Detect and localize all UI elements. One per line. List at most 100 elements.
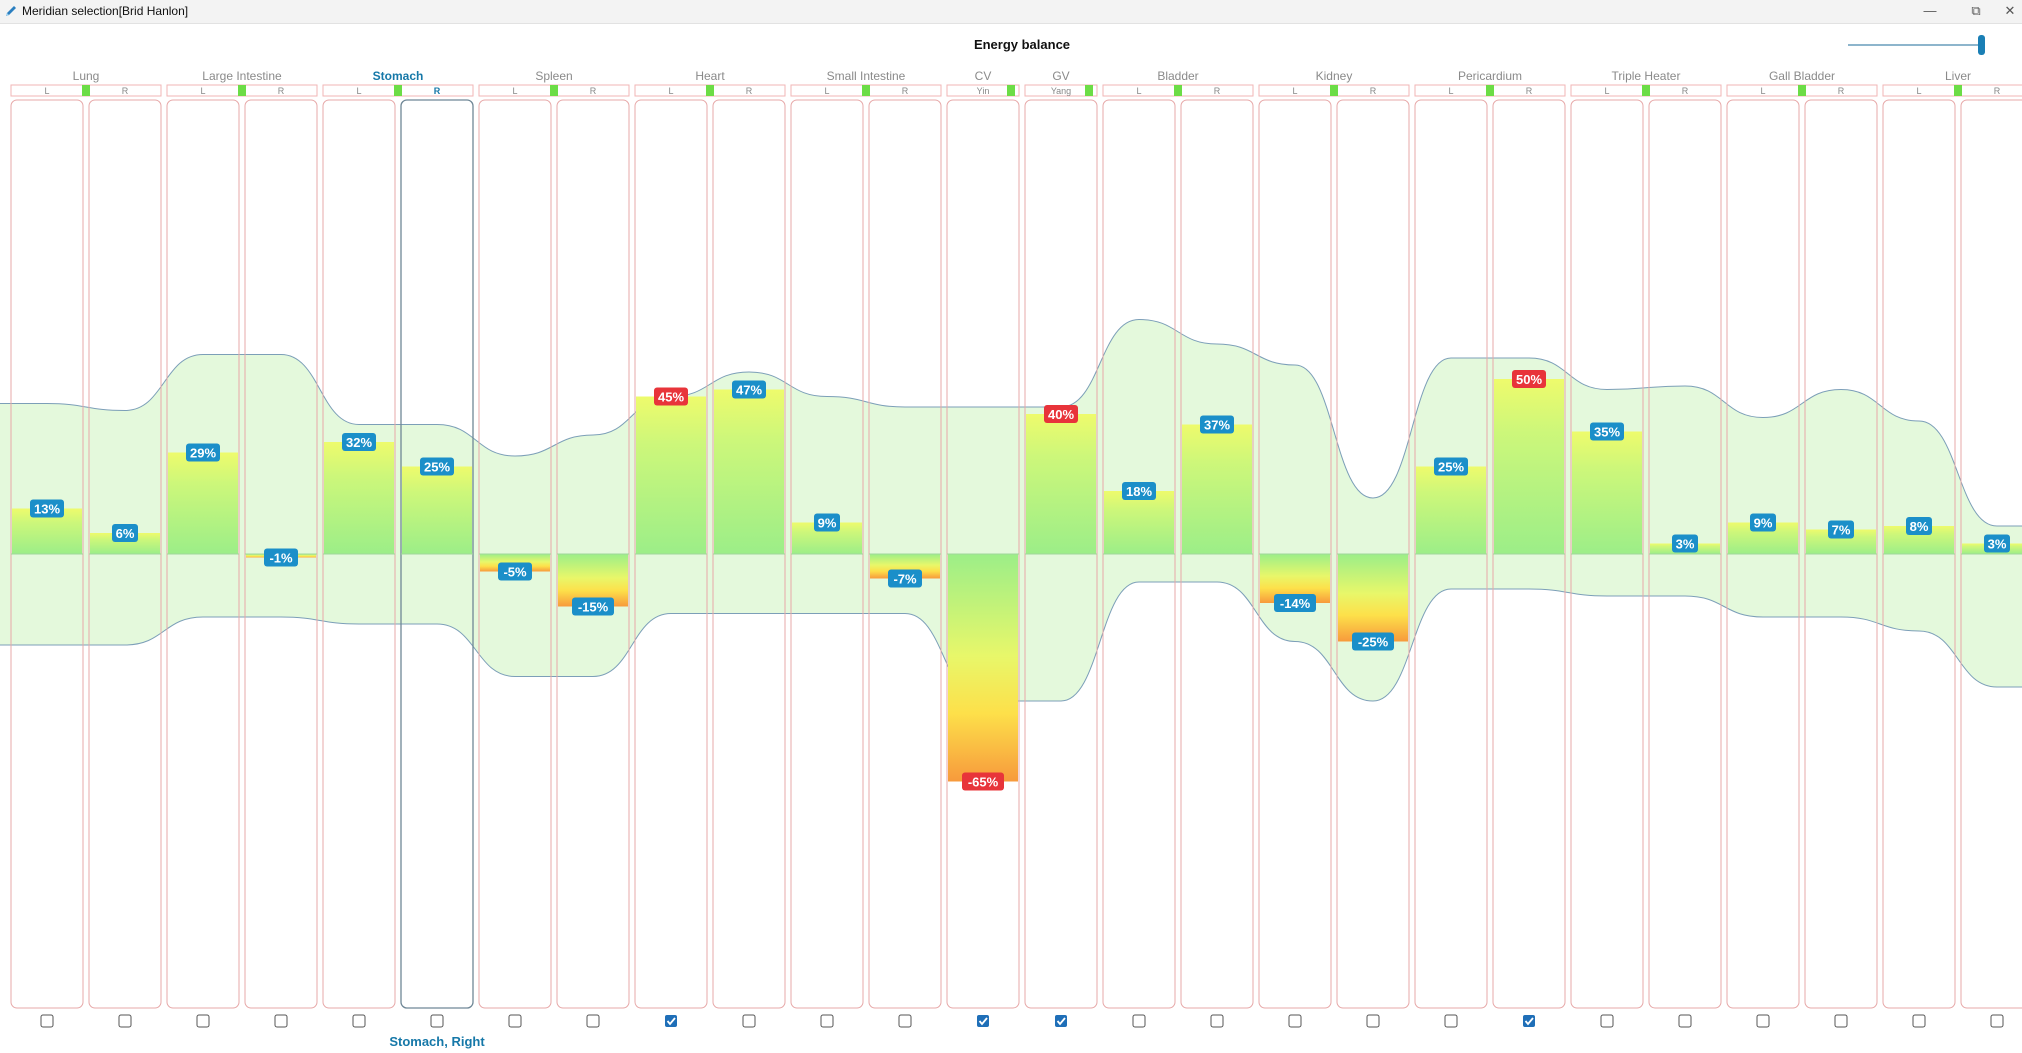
value-text: -15%: [578, 600, 609, 615]
meridian-checkbox-bladder-l[interactable]: [1132, 1014, 1146, 1028]
meridian-checkbox-large-intestine-r[interactable]: [274, 1014, 288, 1028]
meridian-name-small-intestine[interactable]: Small Intestine: [827, 69, 906, 83]
meridian-checkbox-gall-bladder-r[interactable]: [1834, 1014, 1848, 1028]
value-label-triple-heater-r: 3%: [1672, 534, 1698, 553]
value-label-bladder-l: 18%: [1122, 482, 1156, 500]
energy-bar-lung-r: [90, 533, 160, 554]
minimize-button[interactable]: —: [1923, 3, 1937, 18]
meridian-name-cv[interactable]: CV: [975, 69, 992, 83]
meridian-checkbox-heart-l[interactable]: [665, 1015, 677, 1027]
meridian-checkbox-large-intestine-l[interactable]: [196, 1014, 210, 1028]
balance-indicator: [706, 85, 714, 96]
meridian-checkbox-cv-yin[interactable]: [977, 1015, 989, 1027]
value-text: 35%: [1594, 425, 1620, 440]
value-label-heart-l: 45%: [654, 387, 688, 406]
value-label-small-intestine-r: -7%: [888, 569, 922, 588]
meridian-name-bladder[interactable]: Bladder: [1157, 69, 1198, 83]
meridian-name-spleen[interactable]: Spleen: [535, 69, 572, 83]
value-text: 3%: [1676, 537, 1695, 552]
side-label: L: [1604, 86, 1609, 96]
balance-indicator: [1798, 85, 1806, 96]
value-label-liver-r: 3%: [1984, 534, 2010, 553]
meridian-name-liver[interactable]: Liver: [1945, 69, 1971, 83]
meridian-checkbox-lung-r[interactable]: [118, 1014, 132, 1028]
side-label: R: [1682, 86, 1689, 96]
balance-indicator: [1330, 85, 1338, 96]
side-label: R: [434, 86, 441, 96]
restore-button[interactable]: ⧉: [1971, 3, 1981, 18]
meridian-checkbox-lung-l[interactable]: [40, 1014, 54, 1028]
meridian-name-lung[interactable]: Lung: [73, 69, 100, 83]
meridian-name-kidney[interactable]: Kidney: [1316, 69, 1353, 83]
value-label-large-intestine-r: -1%: [264, 548, 298, 567]
meridian-checkbox-spleen-l[interactable]: [508, 1014, 522, 1028]
balance-indicator: [1007, 85, 1015, 96]
meridian-name-large-intestine[interactable]: Large Intestine: [202, 69, 282, 83]
meridian-checkbox-pericardium-r[interactable]: [1523, 1015, 1535, 1027]
meridian-name-heart[interactable]: Heart: [695, 69, 725, 83]
side-label: L: [1448, 86, 1453, 96]
side-label: L: [356, 86, 361, 96]
meridian-checkbox-small-intestine-l[interactable]: [820, 1014, 834, 1028]
value-text: 37%: [1204, 418, 1230, 433]
meridian-checkbox-triple-heater-r[interactable]: [1678, 1014, 1692, 1028]
meridian-checkbox-spleen-r[interactable]: [586, 1014, 600, 1028]
balance-header-liver: [1882, 84, 2022, 97]
balance-indicator: [1486, 85, 1494, 96]
balance-indicator: [1085, 85, 1093, 96]
side-label: R: [122, 86, 129, 96]
side-label: R: [902, 86, 909, 96]
value-label-gall-bladder-r: 7%: [1828, 520, 1854, 539]
side-label: L: [1136, 86, 1141, 96]
value-text: 47%: [736, 383, 762, 398]
meridian-name-gv[interactable]: GV: [1052, 69, 1069, 83]
pen-icon: [6, 6, 16, 16]
balance-indicator: [238, 85, 246, 96]
chart-title: Energy balance: [973, 37, 1071, 52]
meridian-checkbox-triple-heater-l[interactable]: [1600, 1014, 1614, 1028]
meridian-checkbox-small-intestine-r[interactable]: [898, 1014, 912, 1028]
meridian-checkbox-liver-l[interactable]: [1912, 1014, 1926, 1028]
meridian-checkbox-bladder-r[interactable]: [1210, 1014, 1224, 1028]
meridian-checkbox-liver-r[interactable]: [1990, 1014, 2004, 1028]
meridian-checkbox-kidney-l[interactable]: [1288, 1014, 1302, 1028]
value-text: 7%: [1832, 523, 1851, 538]
value-label-triple-heater-l: 35%: [1590, 422, 1624, 441]
meridian-name-pericardium[interactable]: Pericardium: [1458, 69, 1522, 83]
meridian-name-triple-heater[interactable]: Triple Heater: [1612, 69, 1681, 83]
side-label: R: [278, 86, 285, 96]
meridian-checkbox-stomach-l[interactable]: [352, 1014, 366, 1028]
energy-bar-triple-heater-l: [1572, 431, 1642, 554]
value-label-gall-bladder-l: 9%: [1750, 513, 1776, 532]
meridian-checkbox-pericardium-l[interactable]: [1444, 1014, 1458, 1028]
value-text: -25%: [1358, 635, 1389, 650]
value-text: 25%: [424, 460, 450, 475]
value-label-lung-l: 13%: [30, 499, 64, 518]
value-text: 45%: [658, 390, 684, 405]
side-label: R: [746, 86, 753, 96]
meridian-checkbox-kidney-r[interactable]: [1366, 1014, 1380, 1028]
value-label-kidney-r: -25%: [1352, 632, 1394, 651]
meridian-checkbox-gall-bladder-l[interactable]: [1756, 1014, 1770, 1028]
value-text: 3%: [1988, 537, 2007, 552]
value-label-lung-r: 6%: [112, 524, 138, 542]
value-text: 6%: [116, 526, 135, 541]
value-text: -65%: [968, 775, 999, 790]
meridian-name-gall-bladder[interactable]: Gall Bladder: [1769, 69, 1835, 83]
balance-indicator: [1642, 85, 1650, 96]
zoom-slider[interactable]: [1848, 44, 1982, 46]
close-button[interactable]: ✕: [2004, 3, 2016, 18]
value-text: 8%: [1910, 519, 1929, 534]
balance-header-gv: [1024, 84, 1098, 97]
balance-indicator: [1954, 85, 1962, 96]
balance-indicator: [862, 85, 870, 96]
meridian-checkbox-heart-r[interactable]: [742, 1014, 756, 1028]
zoom-slider-thumb[interactable]: [1978, 35, 1985, 55]
value-text: 18%: [1126, 484, 1152, 499]
meridian-checkbox-stomach-r[interactable]: [430, 1014, 444, 1028]
meridian-checkbox-gv-yang[interactable]: [1055, 1015, 1067, 1027]
value-label-spleen-l: -5%: [498, 562, 532, 581]
meridian-name-stomach[interactable]: Stomach: [373, 69, 424, 83]
value-label-pericardium-l: 25%: [1434, 457, 1468, 476]
value-text: 29%: [190, 446, 216, 461]
